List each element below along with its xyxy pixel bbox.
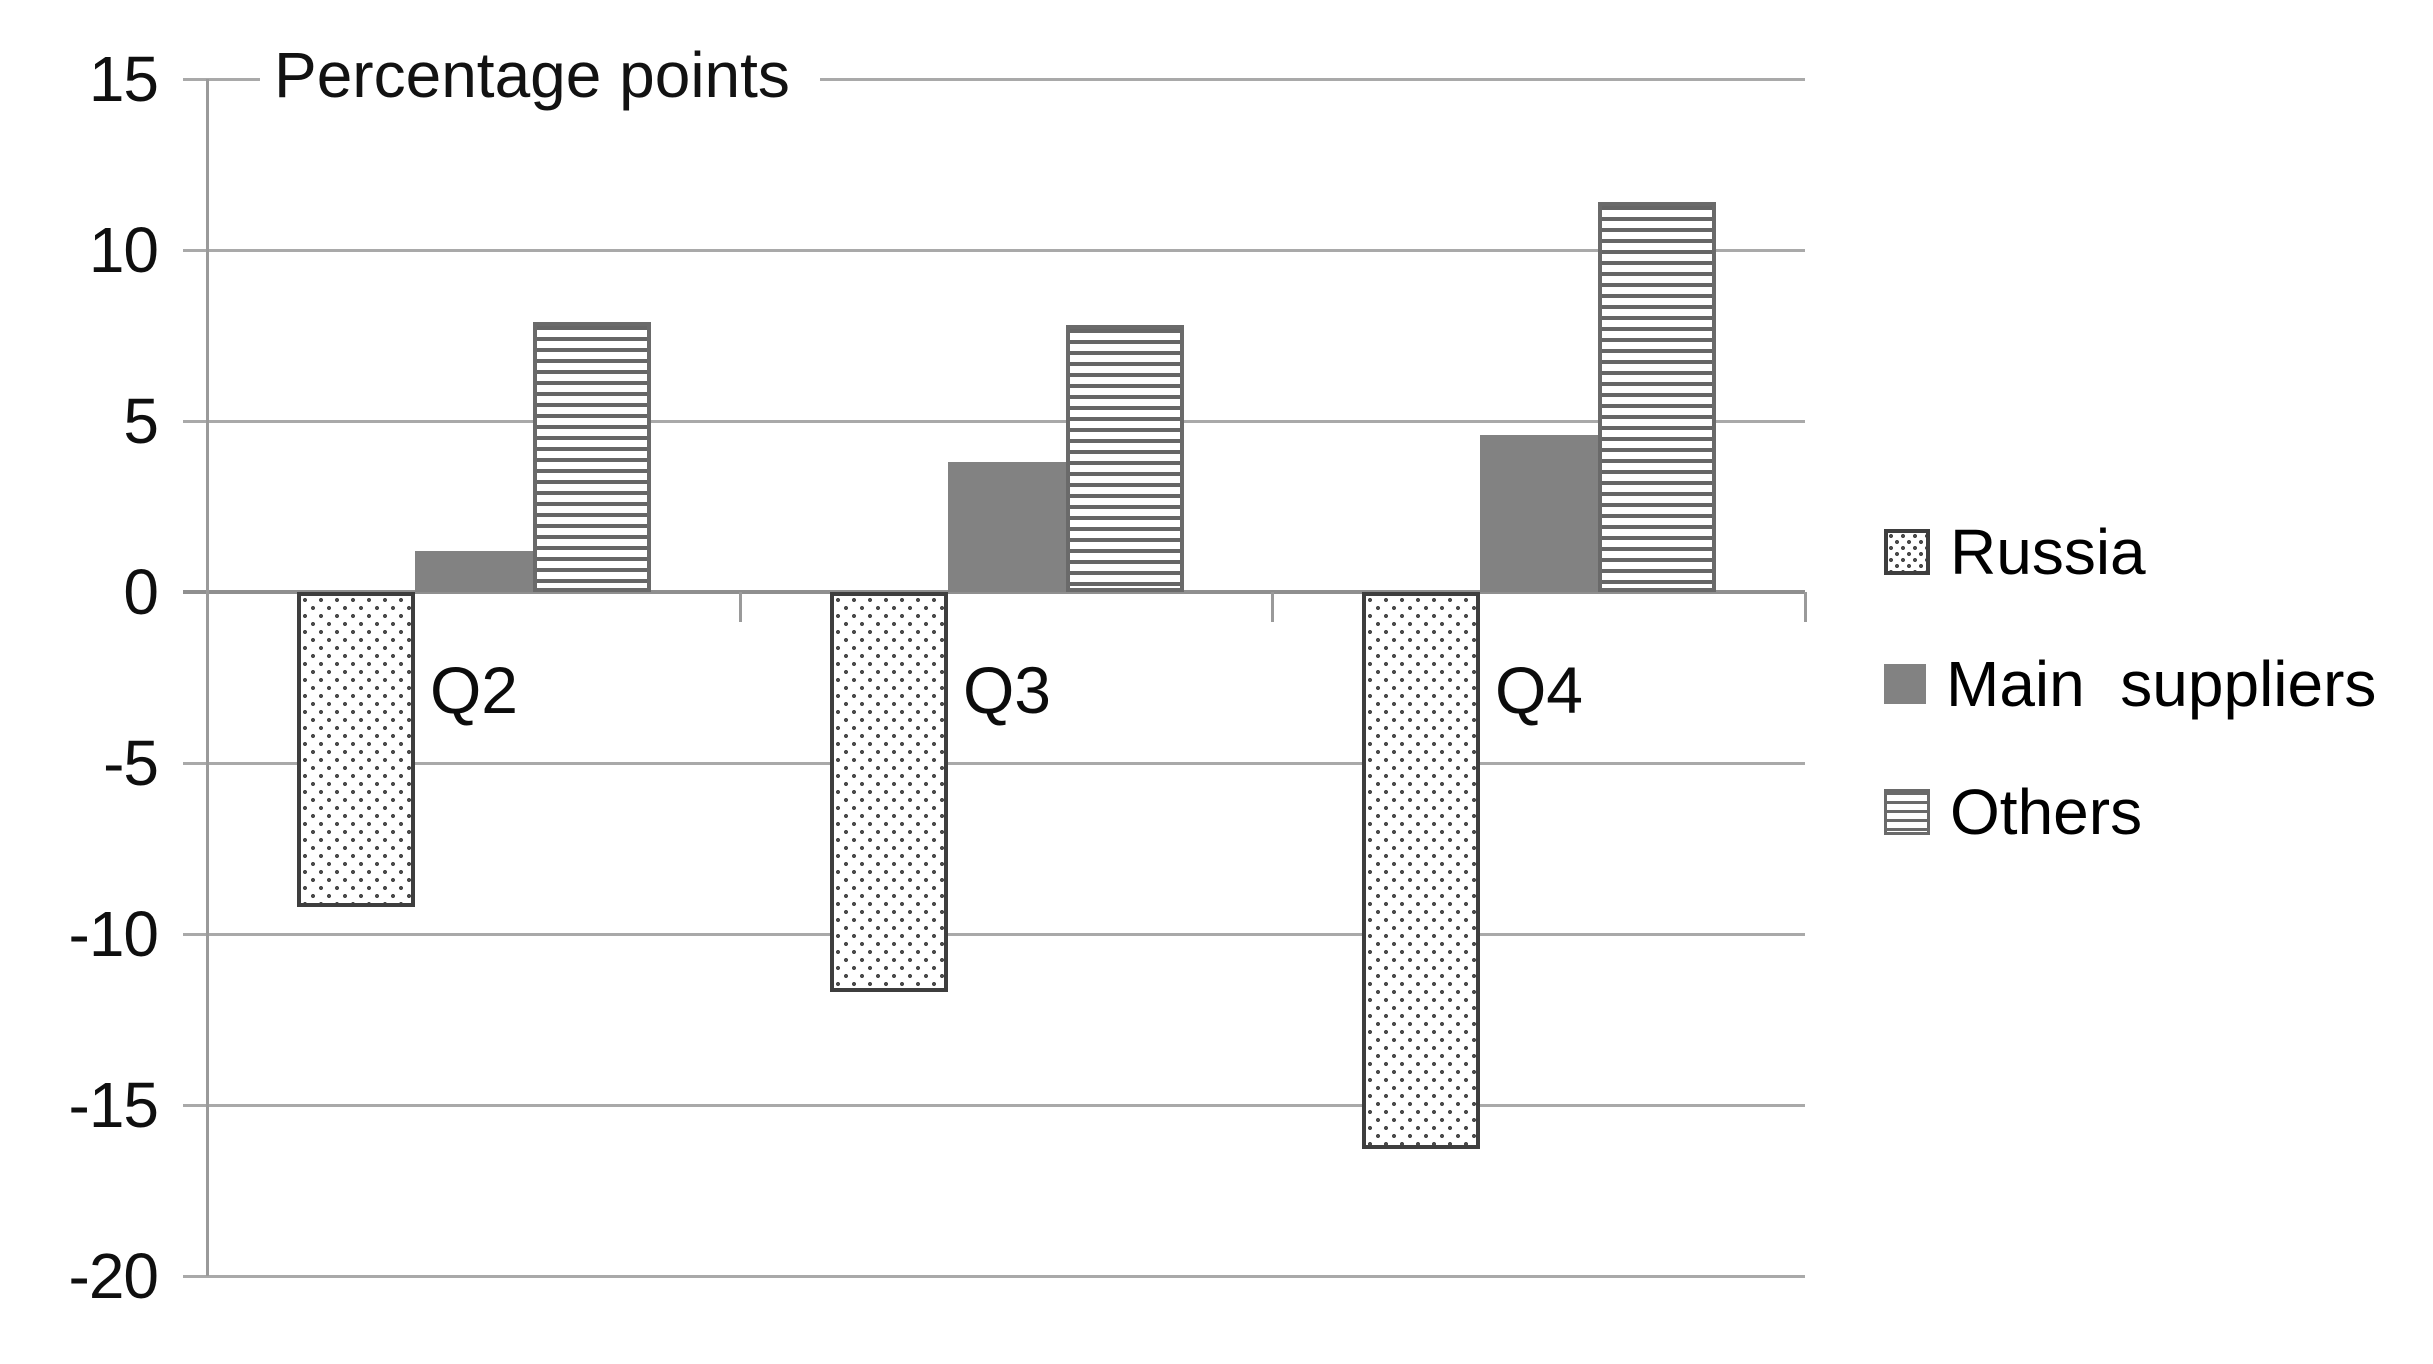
bar-others-q4: [1598, 202, 1716, 592]
y-tick-label-15: 15: [88, 43, 159, 115]
bar-others-q2: [533, 322, 651, 592]
legend-item-others: Others: [1884, 776, 2142, 848]
gridline-neg10: [183, 933, 1805, 936]
y-tick-label-neg10: -10: [68, 898, 160, 970]
legend-item-main-suppliers: Main suppliers: [1884, 648, 2376, 720]
gridline-10: [183, 249, 1805, 252]
x-axis-tick-1: [739, 592, 742, 622]
category-label-q4: Q4: [1494, 653, 1584, 727]
bar-russia-q4: [1362, 592, 1480, 1149]
legend-label-others: Others: [1950, 776, 2143, 848]
y-axis-line: [206, 79, 209, 1276]
legend: Russia Main suppliers Others: [1884, 0, 2424, 1364]
bar-main-suppliers-q4: [1480, 435, 1598, 592]
gridline-neg5: [183, 762, 1805, 765]
y-tick-label-0: 0: [123, 556, 159, 628]
gridline-neg15: [183, 1104, 1805, 1107]
legend-swatch-main-suppliers-icon: [1884, 664, 1926, 704]
bar-others-q3: [1066, 325, 1184, 592]
y-tick-label-5: 5: [123, 385, 159, 457]
bar-russia-q2: [297, 592, 415, 907]
bar-main-suppliers-q3: [948, 462, 1066, 592]
category-label-q3: Q3: [962, 653, 1052, 727]
x-axis-tick-2: [1271, 592, 1274, 622]
bar-russia-q3: [830, 592, 948, 992]
x-axis-tick-3: [1804, 592, 1807, 622]
chart-title: Percentage points: [260, 36, 820, 122]
legend-label-russia: Russia: [1950, 516, 2146, 588]
category-label-q2: Q2: [429, 653, 519, 727]
y-tick-label-10: 10: [88, 214, 159, 286]
gridline-15: [183, 78, 1805, 81]
y-tick-label-neg5: -5: [103, 727, 159, 799]
gridline-neg20: [183, 1275, 1805, 1278]
legend-swatch-others-icon: [1884, 789, 1930, 835]
gridline-0: [183, 590, 1805, 594]
legend-item-russia: Russia: [1884, 516, 2146, 588]
legend-swatch-russia-icon: [1884, 529, 1930, 575]
y-tick-label-neg20: -20: [68, 1240, 160, 1312]
gridline-5: [183, 420, 1805, 423]
bar-main-suppliers-q2: [415, 551, 533, 592]
legend-label-main-suppliers: Main suppliers: [1946, 648, 2377, 720]
y-tick-label-neg15: -15: [68, 1069, 160, 1141]
